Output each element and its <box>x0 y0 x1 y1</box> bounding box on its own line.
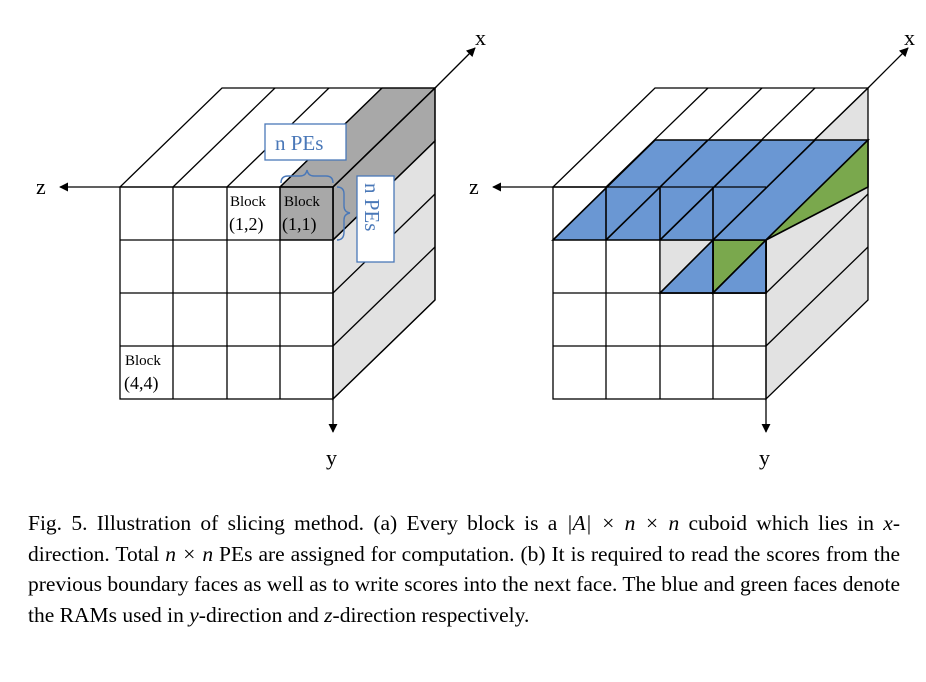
panel-a-cuboid <box>118 86 437 401</box>
n-pes-top-label: n PEs <box>275 131 323 155</box>
panel-b-z-label: z <box>469 174 479 199</box>
panel-b-ram-faces <box>551 138 870 295</box>
figure-caption: Fig. 5. Illustration of slicing method. … <box>28 508 900 630</box>
panel-a-axes <box>59 47 476 433</box>
panel-a-x-axis <box>434 47 476 89</box>
n-pes-side-brace <box>336 186 351 241</box>
panel-b-x-label: x <box>904 25 915 50</box>
caption-math-4: y <box>189 602 199 627</box>
panel-b-y-label: y <box>759 445 770 470</box>
panel-a-z-label: z <box>36 174 46 199</box>
panel-a-x-label: x <box>475 25 486 50</box>
caption-text-5: -direction and <box>198 602 325 627</box>
caption-math-3: n × n <box>165 541 214 566</box>
caption-text-3: -direction. Total <box>28 511 900 566</box>
n-pes-top-brace <box>280 169 334 184</box>
caption-text-1: Fig. 5. Illustration of slicing method. … <box>28 511 567 535</box>
panel-a-y-label: y <box>326 445 337 470</box>
n-pes-side-box <box>356 175 395 263</box>
n-pes-side-label: n PEs <box>360 183 384 231</box>
panel-b-x-axis <box>867 47 909 89</box>
slicing-figure: x z y Block (1,2) Block (1,1) Block (4,4… <box>36 25 915 470</box>
block-1-2-index: (1,2) <box>229 214 264 235</box>
block-1-1-index: (1,1) <box>282 214 317 235</box>
n-pes-top-box <box>264 123 347 161</box>
caption-text-4: PEs are assigned for computation. (b) It… <box>28 541 900 627</box>
block-1-2-label: Block <box>230 194 266 210</box>
caption-text-6: -direction respectively. <box>332 602 530 627</box>
caption-math-2: x <box>883 511 893 535</box>
block-4-4-label: Block <box>125 353 161 369</box>
block-1-1-label: Block <box>284 194 320 210</box>
block-4-4-index: (4,4) <box>124 373 159 394</box>
caption-text-2: cuboid which lies in <box>679 511 884 535</box>
caption-math-1: |A| × n × n <box>566 511 680 535</box>
panel-b-axes <box>492 47 909 433</box>
caption-math-5: z <box>324 602 333 627</box>
